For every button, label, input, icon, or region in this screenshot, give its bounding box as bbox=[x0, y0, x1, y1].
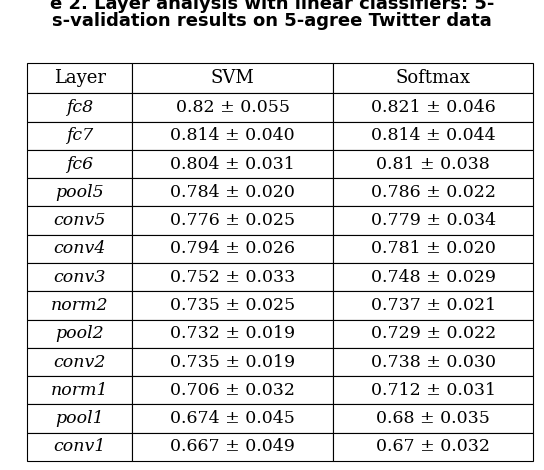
Text: e 2. Layer analysis with linear classifiers: 5-: e 2. Layer analysis with linear classifi… bbox=[50, 0, 494, 13]
Text: s-validation results on 5-agree Twitter data: s-validation results on 5-agree Twitter … bbox=[52, 12, 492, 30]
